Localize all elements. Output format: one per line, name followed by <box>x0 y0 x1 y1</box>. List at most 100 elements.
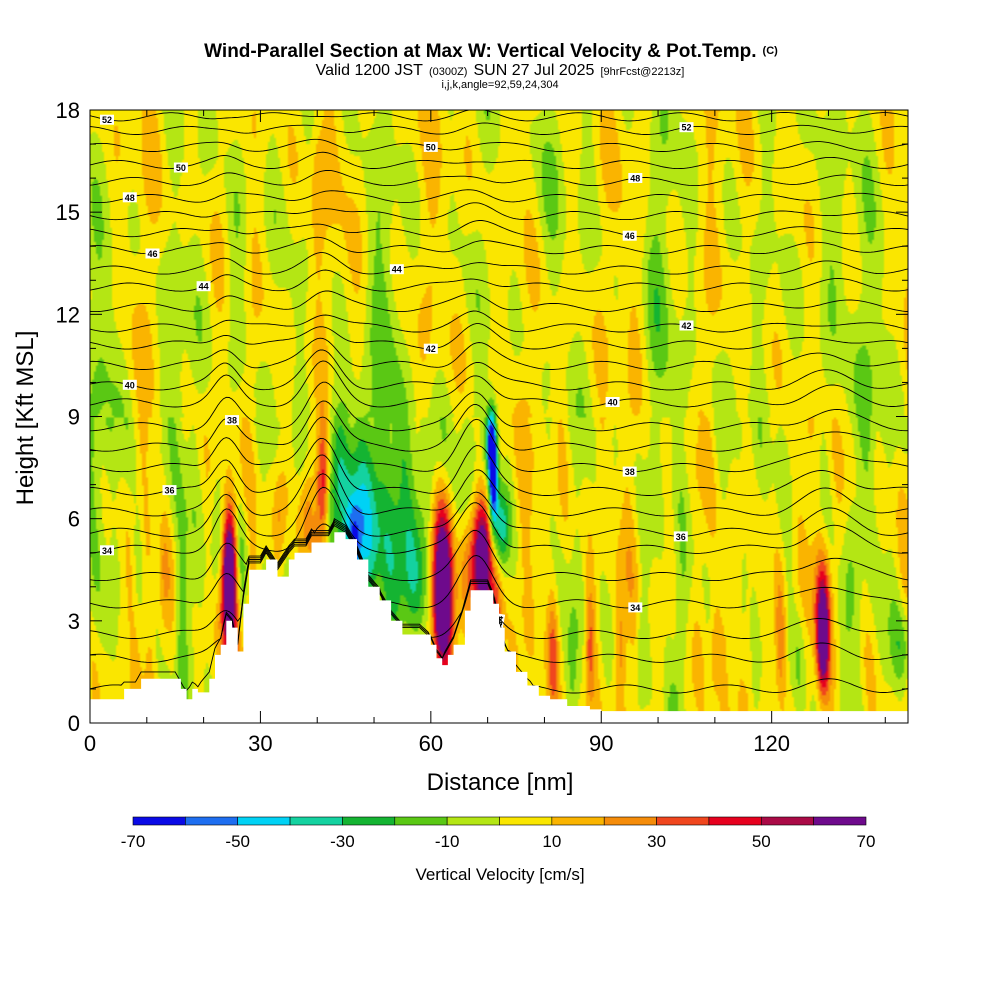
theta-contour-line <box>90 454 908 517</box>
colorbar-swatch <box>813 816 867 826</box>
colorbar-swatch <box>132 816 186 826</box>
theta-contour-label: 52 <box>100 114 114 125</box>
contour-label-bg <box>173 162 188 173</box>
theta-contour-label: 42 <box>679 320 694 331</box>
colorbar-swatch <box>551 816 605 826</box>
theta-contour-line <box>90 269 908 292</box>
theta-contour-label: 46 <box>622 230 637 241</box>
x-axis-label: Distance [nm] <box>427 769 574 796</box>
theta-contour-label: 48 <box>628 173 643 184</box>
contour-label-bg <box>622 230 637 241</box>
contour-label-text: 38 <box>625 467 635 477</box>
colorbar-label: Vertical Velocity [cm/s] <box>415 865 584 884</box>
plot-area: 3434343636383840404242444446464848505052… <box>90 110 908 723</box>
theta-contour-label: 40 <box>605 397 620 408</box>
theta-contour-line <box>90 310 908 333</box>
contour-label-bg <box>423 141 438 152</box>
colorbar-tick-label: -70 <box>121 832 146 851</box>
contour-label-text: 36 <box>676 532 686 542</box>
contour-label-bg <box>628 602 643 613</box>
contour-label-text: 48 <box>125 193 135 203</box>
theta-contour-label: 50 <box>423 141 438 152</box>
contour-label-text: 34 <box>102 546 112 556</box>
contour-label-bg <box>679 122 694 133</box>
contour-label-text: 44 <box>199 282 209 292</box>
theta-contours: 3434343636383840404242444446464848505052… <box>90 110 908 694</box>
theta-contour-line <box>90 360 908 408</box>
contour-label-text: 40 <box>608 398 618 408</box>
contour-label-text: 52 <box>681 123 691 133</box>
chart-title: Wind-Parallel Section at Max W: Vertical… <box>204 41 778 62</box>
y-tick-label: 3 <box>68 609 80 634</box>
colorbar-swatch <box>446 816 500 826</box>
colorbar-tick-label: -50 <box>225 832 250 851</box>
theta-contour-line <box>90 486 908 554</box>
contour-label-text: 50 <box>176 163 186 173</box>
contour-label-bg <box>196 281 211 292</box>
x-tick-label: 0 <box>84 731 96 756</box>
colorbar-tick-label: -30 <box>330 832 355 851</box>
contour-label-text: 44 <box>392 265 402 275</box>
contour-label-bg <box>628 173 643 183</box>
y-axis-label: Height [Kft MSL] <box>12 331 39 506</box>
colorbar-swatch <box>185 816 239 826</box>
colorbar-swatch <box>237 816 291 826</box>
contour-label-bg <box>100 114 114 125</box>
colorbar-swatch <box>760 816 814 826</box>
contour-label-text: 42 <box>681 321 691 331</box>
contour-label-text: 48 <box>630 174 640 184</box>
theta-contour-label: 46 <box>145 248 160 259</box>
theta-contour-line <box>90 252 908 275</box>
theta-contour-line <box>90 189 908 204</box>
colorbar: -70 -50 -30 -10 10 30 50 70 <box>121 816 876 851</box>
theta-contour-line <box>90 290 908 313</box>
chart-subtitle: Valid 1200 JST (0300Z) SUN 27 Jul 2025 [9hr… <box>316 62 685 79</box>
contour-label-bg <box>100 545 114 556</box>
theta-contour-line <box>90 473 908 537</box>
theta-contour-label: 44 <box>389 264 404 275</box>
colorbar-swatch <box>656 816 710 826</box>
contour-label-bg <box>162 485 177 496</box>
theta-contour-line <box>90 122 908 135</box>
theta-contour-label: 38 <box>225 415 239 426</box>
theta-contour-label: 36 <box>162 485 177 496</box>
colorbar-swatch <box>394 816 448 826</box>
contour-label-bg <box>122 192 137 203</box>
theta-contour-label: 42 <box>423 343 438 354</box>
x-tick-label: 60 <box>419 731 443 756</box>
colorbar-tick-label: 10 <box>542 832 561 851</box>
colorbar-swatch <box>342 816 396 826</box>
colorbar-swatch <box>708 816 762 826</box>
theta-contour-line <box>90 169 908 187</box>
contour-label-text: 52 <box>102 115 112 125</box>
contour-label-text: 38 <box>227 416 237 426</box>
contour-label-text: 36 <box>164 486 174 496</box>
theta-contour-label: 40 <box>122 379 137 390</box>
theta-contour-line <box>90 518 908 582</box>
terrain <box>90 532 908 723</box>
colorbar-tick-label: -10 <box>435 832 460 851</box>
theta-contour-line <box>90 349 908 391</box>
contour-label-bg <box>423 343 438 354</box>
theta-contour-line <box>90 337 908 370</box>
theta-contour-line <box>90 202 908 221</box>
contour-label-bg <box>673 531 688 542</box>
contour-label-text: 40 <box>125 380 135 390</box>
contour-label-bg <box>389 264 404 275</box>
theta-contour-line <box>90 220 908 238</box>
y-tick-label: 18 <box>56 98 80 123</box>
colorbar-tick-label: 50 <box>752 832 771 851</box>
theta-contour-line <box>90 381 908 432</box>
theta-contour-line <box>90 437 908 496</box>
x-tick-label: 30 <box>248 731 272 756</box>
theta-contour-label: 34 <box>100 545 114 556</box>
colorbar-tick-label: 70 <box>857 832 876 851</box>
contour-label-bg <box>622 466 637 477</box>
x-tick-label: 90 <box>589 731 613 756</box>
theta-contour-label: 44 <box>196 281 211 292</box>
theta-contour-label: 38 <box>622 466 637 477</box>
contour-label-text: 46 <box>625 231 635 241</box>
y-tick-label: 15 <box>56 200 80 225</box>
theta-contour-label: 48 <box>122 192 137 203</box>
